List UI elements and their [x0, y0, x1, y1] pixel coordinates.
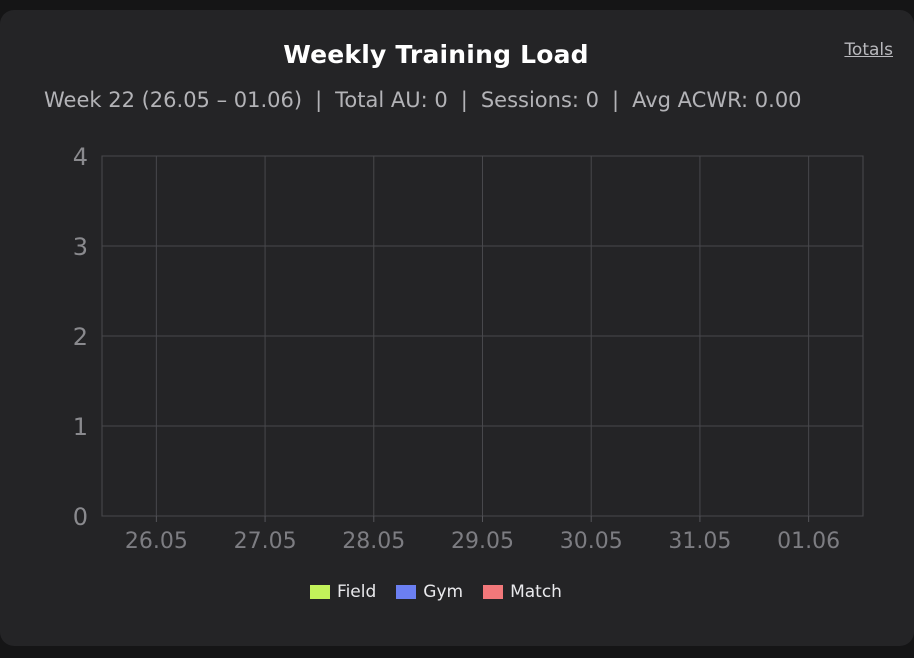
- field-swatch-icon: [310, 585, 331, 599]
- y-tick-label: 4: [73, 143, 88, 171]
- week-range: Week 22 (26.05 – 01.06): [44, 88, 303, 112]
- match-swatch-icon: [483, 585, 504, 599]
- chart-card: Weekly Training Load Totals Week 22 (26.…: [0, 10, 914, 646]
- x-tick-label: 30.05: [560, 529, 623, 554]
- avg-acwr: Avg ACWR: 0.00: [632, 88, 802, 112]
- total-au: Total AU: 0: [335, 88, 448, 112]
- week-summary: Week 22 (26.05 – 01.06) | Total AU: 0 | Sess…: [44, 88, 802, 112]
- chart-legend: Field Gym Match: [0, 582, 872, 602]
- legend-label-field: Field: [337, 582, 377, 602]
- legend-label-match: Match: [510, 582, 562, 602]
- summary-separator: |: [315, 88, 323, 112]
- y-tick-label: 3: [73, 233, 88, 261]
- x-tick-label: 01.06: [777, 529, 840, 554]
- summary-separator: |: [460, 88, 468, 112]
- legend-item-gym[interactable]: Gym: [396, 582, 463, 602]
- x-tick-label: 27.05: [234, 529, 297, 554]
- legend-item-match[interactable]: Match: [483, 582, 562, 602]
- summary-separator: |: [612, 88, 620, 112]
- y-tick-label: 2: [73, 323, 88, 351]
- y-tick-label: 1: [73, 413, 88, 441]
- x-tick-label: 26.05: [125, 529, 188, 554]
- x-tick-label: 29.05: [451, 529, 514, 554]
- chart-title: Weekly Training Load: [283, 40, 589, 69]
- totals-link[interactable]: Totals: [844, 40, 893, 60]
- legend-label-gym: Gym: [423, 582, 464, 602]
- x-tick-label: 28.05: [342, 529, 405, 554]
- x-tick-label: 31.05: [668, 529, 731, 554]
- y-tick-label: 0: [73, 503, 88, 531]
- gym-swatch-icon: [396, 585, 417, 599]
- sessions-count: Sessions: 0: [480, 88, 600, 112]
- legend-item-field[interactable]: Field: [310, 582, 376, 602]
